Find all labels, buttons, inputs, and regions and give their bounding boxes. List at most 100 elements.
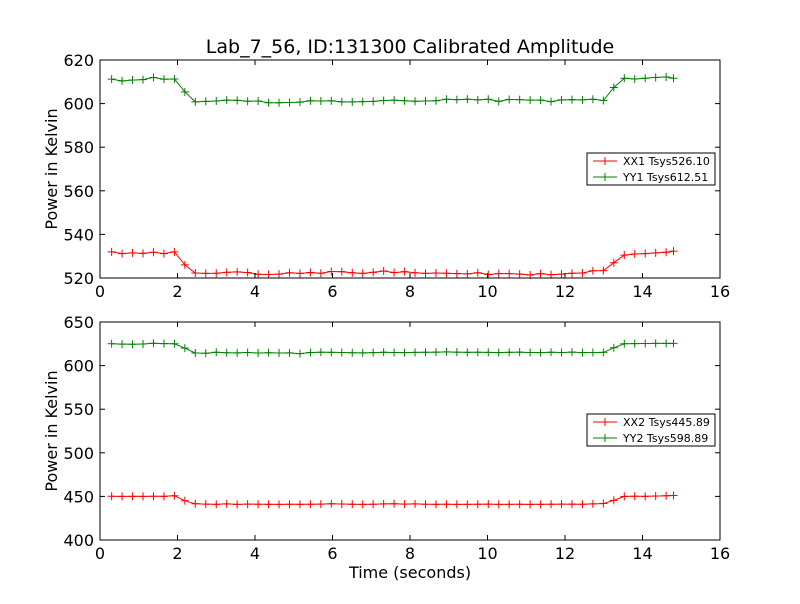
data-point [369,348,378,357]
data-point [170,74,179,83]
data-point [390,96,399,105]
data-point [243,97,252,106]
data-point [128,248,137,257]
data-point [473,95,482,104]
x-axis-label: Time (seconds) [348,563,471,582]
data-point [149,339,158,348]
data-point [599,348,608,357]
data-point [400,267,409,276]
data-point [369,268,378,277]
data-point [191,499,200,508]
legend: XX1 Tsys526.10 YY1 Tsys612.51 [586,152,716,186]
data-point [118,76,127,85]
data-point [222,96,231,105]
x-tick-label: 4 [250,282,260,301]
y-tick-label: 600 [63,357,94,376]
data-point [107,339,116,348]
y-tick-label: 560 [63,182,94,201]
series-line-1 [111,495,674,505]
x-tick-label: 2 [172,544,182,563]
data-point [212,500,221,509]
data-point [669,247,678,256]
data-point [547,348,556,357]
legend-box [586,413,716,447]
data-point [505,500,514,509]
data-point [348,268,357,277]
data-point [149,73,158,82]
data-point [669,339,678,348]
data-point [275,98,284,107]
data-point [222,499,231,508]
data-point [191,97,200,106]
data-point [442,95,451,104]
data-point [484,348,493,357]
data-point [588,95,597,104]
data-point [379,348,388,357]
legend-marker [601,434,609,442]
data-point [118,340,127,349]
data-point [599,96,608,105]
data-point [212,269,221,278]
data-point [201,269,210,278]
data-point [536,269,545,278]
data-point [201,349,210,358]
data-point [369,97,378,106]
data-point [630,339,639,348]
x-tick-label: 8 [405,544,415,563]
data-point [118,249,127,258]
data-point [411,348,420,357]
y-tick-label: 580 [63,138,94,157]
data-point [609,496,618,505]
data-point [452,269,461,278]
data-point [515,348,524,357]
data-point [337,499,346,508]
data-point [337,267,346,276]
data-point [222,348,231,357]
legend-label: XX2 Tsys445.89 [623,416,710,429]
data-point [254,500,263,509]
data-point [233,96,242,105]
data-point [170,339,179,348]
data-point [536,96,545,105]
data-point [275,500,284,509]
data-point [651,492,660,501]
data-point [431,268,440,277]
x-tick-label: 14 [632,282,652,301]
legend-label: XX1 Tsys526.10 [623,155,710,168]
data-point [243,268,252,277]
data-point [285,268,294,277]
data-point [348,97,357,106]
data-point [295,500,304,509]
data-point [431,348,440,357]
data-point [139,75,148,84]
data-point [463,348,472,357]
data-point [431,96,440,105]
data-point [264,98,273,107]
data-point [233,500,242,509]
data-point [641,74,650,83]
data-point [484,270,493,279]
data-point [463,95,472,104]
x-tick-label: 10 [477,282,497,301]
data-point [390,268,399,277]
data-point [149,248,158,257]
data-point [669,491,678,500]
data-point [609,258,618,267]
data-point [484,500,493,509]
data-point [316,269,325,278]
data-point [400,96,409,105]
data-point [180,260,189,269]
y-tick-label: 650 [63,313,94,332]
data-point [358,348,367,357]
data-point [473,348,482,357]
data-point [243,348,252,357]
legend-marker [601,173,609,181]
data-point [348,348,357,357]
data-point [243,500,252,509]
data-point [473,500,482,509]
data-point [515,95,524,104]
data-point [421,269,430,278]
data-point [358,269,367,278]
data-point [505,95,514,104]
